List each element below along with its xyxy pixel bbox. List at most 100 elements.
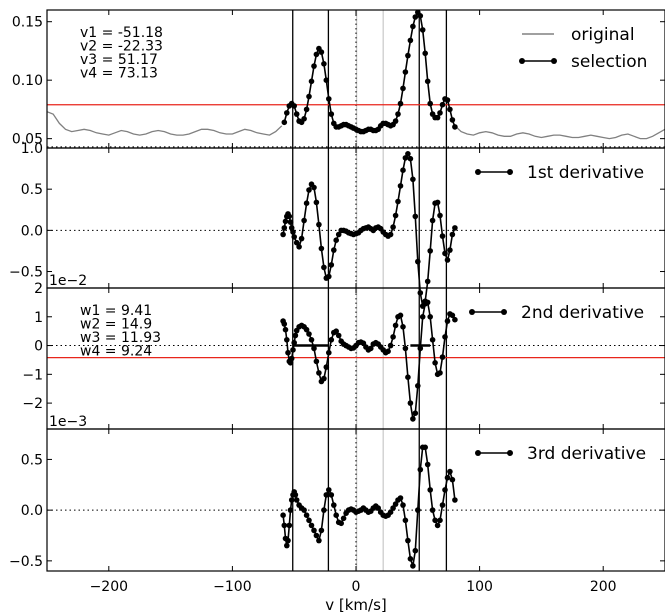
d1-point <box>407 155 414 162</box>
spectrum-point <box>281 119 288 126</box>
d3-point <box>417 466 424 473</box>
d3-point <box>284 542 290 549</box>
data-layer <box>46 9 665 569</box>
d1-legend-marker <box>475 169 481 175</box>
d1-point <box>415 258 421 265</box>
d3-point <box>301 507 307 513</box>
d3-point <box>412 547 419 554</box>
d1-point <box>291 234 298 240</box>
spectrum-point <box>417 13 424 19</box>
spectrum-annotation-4: v4 = 73.13 <box>80 66 158 82</box>
spectrum-point <box>437 110 443 116</box>
d3-point <box>286 522 293 529</box>
d2-point <box>321 375 327 382</box>
spectrum-point <box>452 124 458 130</box>
d2-point <box>303 326 310 333</box>
d2-point <box>442 334 448 340</box>
d2-ytick-label: −1 <box>22 367 43 383</box>
d3-ytick-label: 0.0 <box>21 503 43 519</box>
d1-point <box>452 225 458 231</box>
d2-point <box>444 318 451 324</box>
d2-point <box>429 337 436 343</box>
d2-point <box>392 322 399 329</box>
d3-point <box>452 497 458 503</box>
d3-point <box>390 505 396 511</box>
d1-point <box>313 199 320 206</box>
d3-point <box>321 507 327 513</box>
d2-point <box>410 416 416 422</box>
xtick-label: 0 <box>352 579 361 595</box>
d2-point <box>449 312 456 319</box>
d3-point <box>400 502 406 508</box>
d2-annotation-1: w1 = 9.41 <box>80 303 152 319</box>
spectrum-point <box>412 14 419 20</box>
d2-point <box>326 349 332 356</box>
d1-point <box>427 248 434 254</box>
d1-point <box>424 278 431 285</box>
d2-point <box>323 364 330 370</box>
d2-point <box>306 331 312 337</box>
d2-point <box>281 321 288 327</box>
d2-point <box>313 358 320 365</box>
d1-point <box>405 151 411 157</box>
d3-point <box>429 507 436 513</box>
d1-point <box>290 229 296 235</box>
d3-point <box>303 512 310 518</box>
d3-point <box>340 515 347 522</box>
d2-point <box>385 348 391 355</box>
d3-point <box>415 507 421 513</box>
d3-point <box>313 532 320 539</box>
d1-offset-label: 1e−2 <box>49 273 87 289</box>
d1-point <box>400 167 406 173</box>
d1-point <box>335 231 342 238</box>
d2-annotation-2: w2 = 14.9 <box>80 317 152 333</box>
d1-point <box>392 212 399 219</box>
d2-point <box>427 314 434 320</box>
spectrum-point <box>284 110 290 116</box>
d1-point <box>447 247 453 253</box>
spectrum-point <box>434 114 441 121</box>
d2-ytick-label: 1 <box>34 310 43 326</box>
spectrum-original-line-0 <box>46 111 283 136</box>
d3-legend-label-0: 3rd derivative <box>527 444 646 464</box>
spectrum-point <box>424 78 431 85</box>
d1-legend-marker <box>507 169 513 175</box>
spectrum-point <box>427 100 434 107</box>
xtick-label: −200 <box>90 579 128 595</box>
d2-point <box>439 354 446 360</box>
d2-ytick-label: 2 <box>34 281 43 297</box>
d1-point <box>412 213 419 220</box>
d2-point <box>288 355 295 362</box>
d3-point <box>424 461 431 468</box>
d2-point <box>316 370 322 376</box>
d2-point <box>284 337 290 343</box>
d3-point <box>447 468 453 475</box>
spectrum-point <box>444 97 451 103</box>
d2-ytick-label: 0 <box>34 339 43 355</box>
spectrum-legend-label-0: original <box>571 25 635 45</box>
d2-legend-marker <box>501 309 507 315</box>
d3-point <box>410 563 416 569</box>
d3-point <box>316 537 322 544</box>
spectrum-point <box>301 116 307 122</box>
d1-point <box>387 231 394 238</box>
d3-point <box>338 520 345 527</box>
d3-point <box>311 527 317 534</box>
d3-legend-marker <box>475 450 481 456</box>
d2-point <box>424 299 431 306</box>
spectrum-point <box>311 63 317 69</box>
d3-point <box>444 474 451 481</box>
d1-point <box>321 264 327 271</box>
d1-legend-label-0: 1st derivative <box>527 163 644 183</box>
d1-ytick-label: −0.5 <box>9 265 43 281</box>
x-axis-label: v [km/s] <box>325 596 387 613</box>
d1-point <box>282 218 289 225</box>
spectrum-point <box>447 106 453 113</box>
spectrum-point <box>400 85 406 92</box>
d3-point <box>427 487 434 493</box>
d1-point <box>397 183 404 189</box>
d2-point <box>285 349 291 356</box>
d2-point <box>387 342 394 349</box>
d1-ytick-label: 0.5 <box>21 182 43 198</box>
